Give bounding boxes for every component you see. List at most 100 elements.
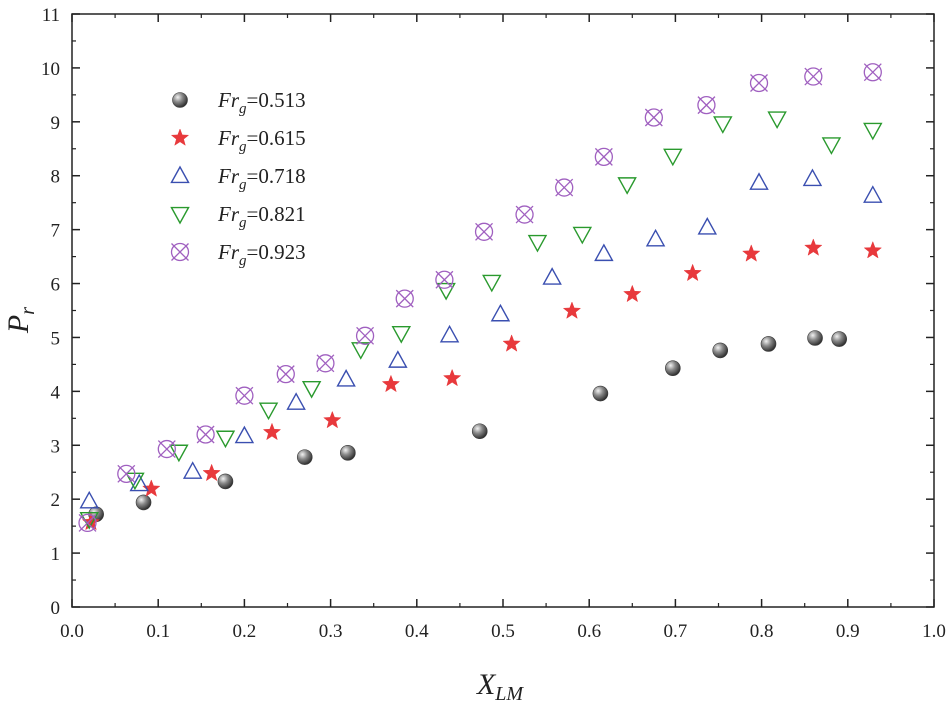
legend-marker-sphere [172,92,188,108]
legend-item: Frg=0.513 [172,88,306,117]
x-tick-label: 0.9 [836,621,860,642]
data-point [802,168,823,187]
legend-item: Frg=0.821 [170,202,306,231]
series-Frg=0.513 [88,330,847,523]
legend-label-sub: g [239,177,247,193]
x-axis-title: XLM [476,668,524,705]
data-point [129,473,149,492]
y-tick-label: 5 [51,328,61,349]
data-point [749,172,769,190]
data-point [502,334,521,352]
data-point [617,177,637,195]
legend-marker-triangle-down [170,206,190,225]
legend-label: Frg=0.615 [217,126,306,155]
data-point [807,330,823,346]
x-tick-label: 0.2 [233,621,257,642]
legend-label-main: Fr [217,88,240,112]
data-point [594,243,614,262]
data-point [515,205,534,224]
legend-label-value: =0.821 [247,202,306,226]
data-point [435,270,454,289]
series-Frg=0.923 [78,63,882,533]
y-tick-label: 10 [41,59,60,80]
y-tick-label: 2 [51,490,61,511]
data-point [482,274,502,293]
data-point [436,282,456,301]
legend-marker-circle-x [170,242,190,262]
data-point [276,364,295,384]
data-point [804,67,823,86]
data-point [663,148,683,167]
data-points [78,63,883,533]
legend-label-main: Fr [217,240,240,264]
legend-label-main: Fr [217,164,240,188]
legend-label-value: =0.923 [247,240,306,264]
x-tick-label: 0.3 [319,621,343,642]
data-point [286,392,306,410]
data-point [831,331,847,347]
y-tick-label: 8 [51,167,61,188]
data-point [258,402,279,421]
legend-label-value: =0.615 [247,126,306,150]
data-point [749,73,769,93]
x-axis-title-main: X [476,668,497,701]
data-point [592,385,609,402]
data-point [234,425,255,444]
y-axis-title-sub: r [17,307,39,315]
y-tick-label: 7 [51,221,61,242]
y-axis-title-main: P [2,315,35,334]
legend-label: Frg=0.821 [217,202,306,231]
data-point [351,342,371,360]
data-point [665,360,681,376]
data-point [135,494,152,511]
data-point [863,185,883,203]
x-tick-label: 0.5 [491,621,515,642]
series-Frg=0.718 [79,168,883,509]
data-point [527,234,548,253]
x-tick-label: 1.0 [922,621,946,642]
data-point [474,222,494,241]
y-tick-label: 6 [51,275,61,296]
legend-label-main: Fr [217,126,240,150]
data-point [79,490,99,509]
x-tick-label: 0.1 [146,621,170,642]
x-tick-label: 0.7 [664,621,688,642]
x-tick-label: 0.4 [405,621,429,642]
legend-label-sub: g [239,215,247,231]
data-point [391,325,412,344]
y-tick-label: 1 [51,544,61,565]
data-point [340,445,356,461]
legend-label-sub: g [239,139,247,155]
legend-marker-star [170,128,190,146]
data-point [471,423,488,440]
data-point [296,449,313,465]
data-point [78,513,97,533]
data-point [388,350,408,368]
data-point [182,461,203,479]
series-Frg=0.615 [81,238,883,531]
legend-item: Frg=0.615 [170,126,306,155]
data-point [355,326,375,345]
legend: Frg=0.513Frg=0.615Frg=0.718Frg=0.821Frg=… [170,88,306,269]
data-point [767,111,787,130]
data-point [555,178,574,197]
data-point [863,63,882,82]
data-point [442,368,462,387]
x-axis-ticks: 0.0 0.1 0.2 0.3 0.4 0.5 0.6 0.7 0.8 0.9 1.0 [60,14,946,642]
data-point [742,244,761,262]
data-point [683,263,702,282]
data-point [381,374,401,393]
y-axis-ticks: 0 1 2 3 4 5 6 7 8 9 10 11 [41,5,934,619]
data-point [196,425,215,444]
legend-label: Frg=0.718 [217,164,306,193]
y-tick-label: 4 [51,382,61,403]
data-point [439,324,460,343]
data-point [697,95,716,115]
legend-item: Frg=0.923 [170,240,306,269]
data-point [336,369,356,387]
x-axis-title-sub: LM [494,683,524,705]
y-tick-label: 0 [51,598,61,619]
data-point [117,464,136,483]
legend-label-main: Fr [217,202,240,226]
